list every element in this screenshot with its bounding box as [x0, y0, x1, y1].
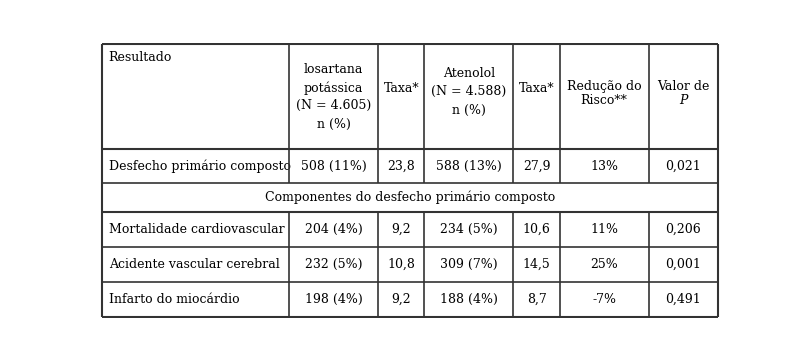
Text: n (%): n (%): [452, 104, 486, 117]
Text: Taxa*: Taxa*: [383, 82, 419, 95]
Text: 11%: 11%: [590, 223, 618, 236]
Text: Valor de: Valor de: [657, 80, 710, 93]
Text: 508 (11%): 508 (11%): [301, 160, 366, 172]
Text: n (%): n (%): [317, 118, 350, 131]
Text: 309 (7%): 309 (7%): [440, 258, 498, 271]
Text: Componentes do desfecho primário composto: Componentes do desfecho primário compost…: [265, 191, 555, 205]
Text: (N = 4.605): (N = 4.605): [296, 99, 371, 112]
Text: losartana: losartana: [304, 63, 363, 76]
Text: 0,206: 0,206: [665, 223, 701, 236]
Text: (N = 4.588): (N = 4.588): [431, 85, 506, 98]
Text: potássica: potássica: [304, 81, 363, 95]
Text: Resultado: Resultado: [109, 51, 172, 64]
Text: 188 (4%): 188 (4%): [440, 293, 498, 306]
Text: Taxa*: Taxa*: [518, 82, 554, 95]
Text: 0,001: 0,001: [665, 258, 701, 271]
Text: -7%: -7%: [592, 293, 616, 306]
Text: Atenolol: Atenolol: [443, 67, 495, 80]
Text: 204 (4%): 204 (4%): [305, 223, 362, 236]
Text: 10,8: 10,8: [387, 258, 415, 271]
Text: 14,5: 14,5: [522, 258, 550, 271]
Text: P: P: [679, 94, 687, 107]
Text: 10,6: 10,6: [522, 223, 550, 236]
Text: Desfecho primário composto: Desfecho primário composto: [109, 159, 290, 173]
Text: 23,8: 23,8: [387, 160, 415, 172]
Text: Acidente vascular cerebral: Acidente vascular cerebral: [109, 258, 279, 271]
Text: Mortalidade cardiovascular: Mortalidade cardiovascular: [109, 223, 284, 236]
Text: 27,9: 27,9: [523, 160, 550, 172]
Text: 0,021: 0,021: [665, 160, 701, 172]
Text: 9,2: 9,2: [391, 223, 411, 236]
Text: Redução do: Redução do: [567, 80, 642, 93]
Text: 198 (4%): 198 (4%): [305, 293, 362, 306]
Text: 25%: 25%: [590, 258, 618, 271]
Text: 234 (5%): 234 (5%): [440, 223, 498, 236]
Text: 13%: 13%: [590, 160, 618, 172]
Text: 8,7: 8,7: [526, 293, 546, 306]
Text: 588 (13%): 588 (13%): [436, 160, 502, 172]
Text: Infarto do miocárdio: Infarto do miocárdio: [109, 293, 239, 306]
Text: 232 (5%): 232 (5%): [305, 258, 362, 271]
Text: 9,2: 9,2: [391, 293, 411, 306]
Text: 0,491: 0,491: [665, 293, 701, 306]
Text: Risco**: Risco**: [581, 94, 628, 107]
